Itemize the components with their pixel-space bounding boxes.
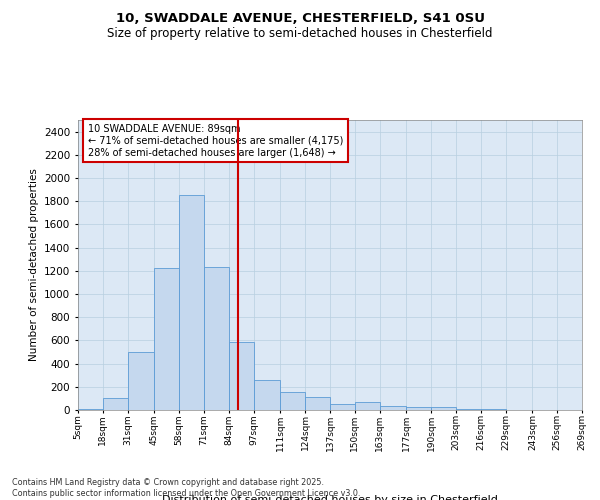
Bar	[330, 404, 355, 410]
Bar	[431, 406, 456, 410]
Bar	[179, 196, 204, 410]
Bar	[355, 402, 380, 410]
Bar	[254, 380, 280, 410]
Bar	[380, 406, 406, 410]
Bar	[128, 352, 154, 410]
Text: 10 SWADDALE AVENUE: 89sqm
← 71% of semi-detached houses are smaller (4,175)
28% : 10 SWADDALE AVENUE: 89sqm ← 71% of semi-…	[88, 124, 343, 158]
Bar	[204, 268, 229, 410]
Text: 10, SWADDALE AVENUE, CHESTERFIELD, S41 0SU: 10, SWADDALE AVENUE, CHESTERFIELD, S41 0…	[115, 12, 485, 26]
Bar	[456, 409, 481, 410]
Bar	[229, 342, 254, 410]
Bar	[280, 392, 305, 410]
Text: Size of property relative to semi-detached houses in Chesterfield: Size of property relative to semi-detach…	[107, 28, 493, 40]
Bar	[406, 406, 431, 410]
X-axis label: Distribution of semi-detached houses by size in Chesterfield: Distribution of semi-detached houses by …	[162, 495, 498, 500]
Text: Contains HM Land Registry data © Crown copyright and database right 2025.
Contai: Contains HM Land Registry data © Crown c…	[12, 478, 361, 498]
Bar	[305, 396, 330, 410]
Bar	[154, 268, 179, 410]
Y-axis label: Number of semi-detached properties: Number of semi-detached properties	[29, 168, 38, 362]
Bar	[103, 398, 128, 410]
